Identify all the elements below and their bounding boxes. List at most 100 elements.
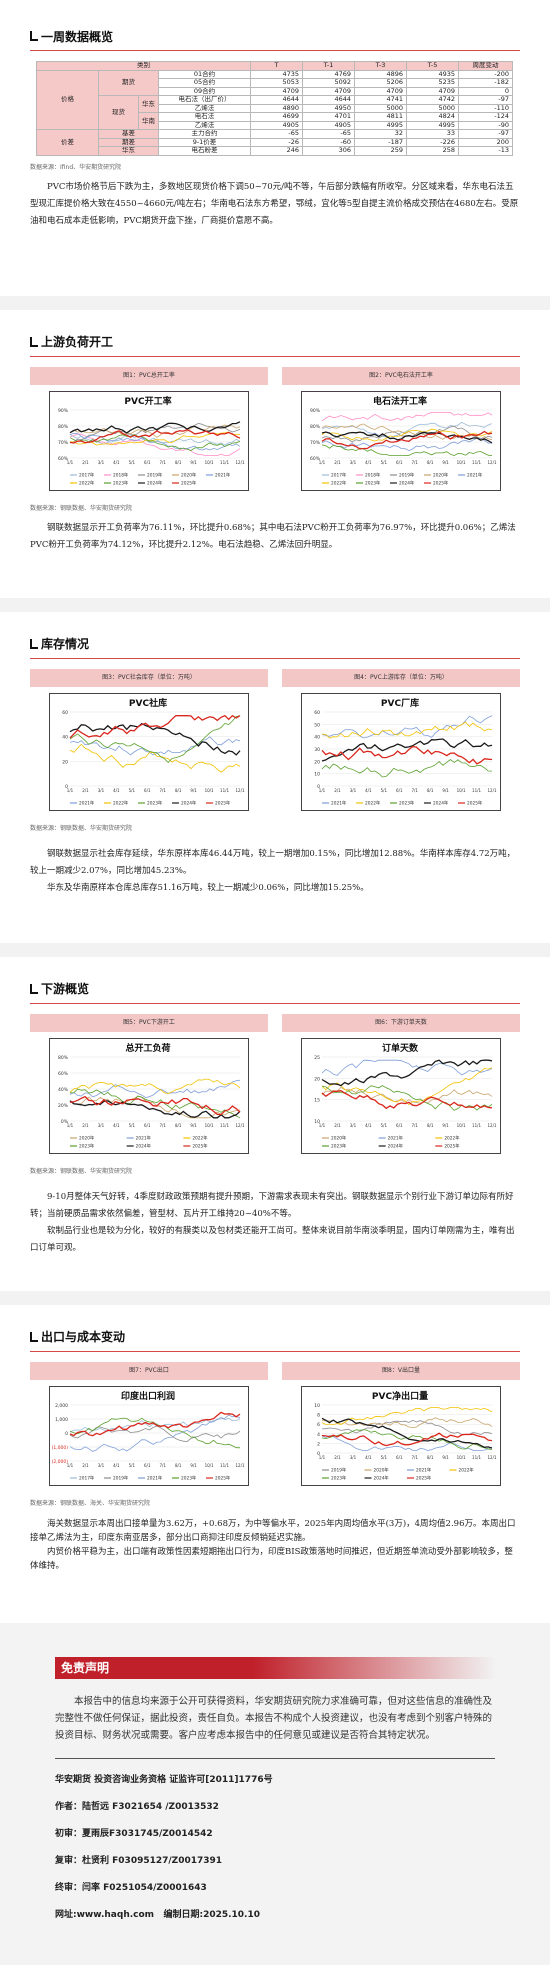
table-row: 华南 电石法 4699 4701 4811 4824 -124 <box>37 112 513 130</box>
x-tick-label: 7/1 <box>160 1463 167 1468</box>
x-tick-label: 12/1 <box>236 1463 245 1468</box>
x-tick-label: 1/1 <box>319 460 326 465</box>
legend-label: 2021年 <box>416 1466 432 1473</box>
x-tick-label: 6/1 <box>396 1455 403 1460</box>
x-tick-label: 9/1 <box>190 788 197 793</box>
col-header: T <box>250 61 303 71</box>
y-tick-label: 6 <box>317 1422 320 1428</box>
y-tick-label: 10 <box>314 771 320 777</box>
y-tick-label: 90% <box>58 408 69 414</box>
col-header: 周度变动 <box>458 61 513 71</box>
series-line-2021 <box>321 1059 493 1076</box>
section-title: 库存情况 <box>30 634 520 654</box>
y-tick-label: 20 <box>314 1076 320 1082</box>
x-tick-label: 9/1 <box>442 460 449 465</box>
legend-label: 2024年 <box>374 1474 390 1481</box>
x-tick-label: 10/1 <box>205 788 214 793</box>
y-tick-label: 50 <box>314 722 320 728</box>
legend-label: 2025年 <box>433 479 449 486</box>
y-tick-label: 0 <box>317 1451 320 1457</box>
x-tick-label: 12/1 <box>236 788 245 793</box>
chart-svg: 总开工负荷 80% 60% 40% 20% 0%1/1 2/1 3/1 4/1 5/1 6/1 7/1… <box>58 1042 245 1150</box>
series-line-2025 <box>321 1431 493 1446</box>
series-line-2023 <box>69 433 241 451</box>
x-tick-label: 3/1 <box>350 460 357 465</box>
series-line-2022 <box>321 720 493 739</box>
figure-factory-inventory: 图4：PVC上游库存（单位：万吨） PVC厂库 60 50 40 30 20 10 0 1/1 2… <box>282 668 520 817</box>
site-link[interactable]: www.haqh.com <box>76 1909 155 1920</box>
legend-label: 2021年 <box>136 1134 152 1141</box>
x-tick-label: 4/1 <box>113 1123 120 1128</box>
legend-label: 2020年 <box>374 1466 390 1473</box>
x-tick-label: 9/1 <box>190 1123 197 1128</box>
chart-title: 印度出口利润 <box>121 1390 175 1402</box>
series-line-2018 <box>321 411 493 421</box>
x-tick-label: 4/1 <box>113 1463 120 1468</box>
paragraph: 9-10月整体天气好转，4季度财政政策预期有提升预期，下游需求表现未有突出。钢联… <box>30 1191 514 1219</box>
paragraph: 钢联数据显示社会库存延续，华东原样本库46.44万吨，较上一期增加0.15%，同… <box>30 848 516 876</box>
x-tick-label: 2/1 <box>82 788 89 793</box>
chart-svg: PVC厂库 60 50 40 30 20 10 01/1 2/1 3/1 4/1 5/1 6/1 7/1 8… <box>314 697 497 807</box>
source-note: 数据来源：钢联数据、华安期货研究院 <box>30 1167 133 1175</box>
x-tick-label: 1/1 <box>319 1123 326 1128</box>
x-tick-label: 6/1 <box>144 788 151 793</box>
y-tick-label: 40% <box>58 1087 69 1093</box>
x-tick-label: 2/1 <box>82 1463 89 1468</box>
x-tick-label: 1/1 <box>67 1123 74 1128</box>
x-tick-label: 5/1 <box>381 460 388 465</box>
paragraph: 海关数据显示本周出口接单量为3.62万，+0.68万，为中等偏水平，2025年内… <box>30 1518 516 1543</box>
x-tick-label: 1/1 <box>67 460 74 465</box>
series-line-2020 <box>322 1416 493 1428</box>
x-tick-label: 11/1 <box>220 788 229 793</box>
x-tick-label: 8/1 <box>427 788 434 793</box>
y-tick-label: 60% <box>310 456 321 462</box>
legend-label: 2021年 <box>388 1134 404 1141</box>
x-tick-label: 3/1 <box>350 788 357 793</box>
legend-label: 2019年 <box>399 471 415 478</box>
legend-label: 2025年 <box>215 799 231 806</box>
col-header: T-5 <box>406 61 459 71</box>
legend-label: 2019年 <box>331 1466 347 1473</box>
legend-label: 2023年 <box>79 1142 95 1149</box>
y-tick-label: 1,000 <box>55 1417 68 1423</box>
legend-label: 2025年 <box>192 1142 208 1149</box>
paragraph: 内贸价格平稳为主，出口端有政策性因素短期拖出口行为，印度BIS政策落地时间推迟，… <box>30 1546 513 1571</box>
y-tick-label: 2 <box>317 1441 320 1447</box>
x-tick-label: 2/1 <box>334 1455 341 1460</box>
series-line-2021 <box>69 1079 241 1098</box>
legend-label: 2025年 <box>181 479 197 486</box>
section-export-cost: 出口与成本变动 图7：PVC出口 印度出口利润 2,000 1,000 0 (1,000… <box>0 1304 550 1623</box>
legend-label: 2024年 <box>399 479 415 486</box>
y-tick-label: 20 <box>62 759 68 765</box>
series-line-2023 <box>69 714 241 763</box>
x-tick-label: 10/1 <box>205 1123 214 1128</box>
x-tick-label: 11/1 <box>220 1123 229 1128</box>
y-tick-label: 70% <box>58 440 69 446</box>
section-title: 上游负荷开工 <box>30 332 520 352</box>
x-tick-label: 9/1 <box>442 1455 449 1460</box>
price-table: 类别 T T-1 T-3 T-5 周度变动 价格 期货 01合约 4735 476… <box>36 61 513 156</box>
x-tick-label: 4/1 <box>113 460 120 465</box>
series-line-2017 <box>321 421 493 439</box>
author-line: 作者：陆哲远 F3021654 /Z0013532 <box>55 1801 219 1812</box>
series-line-2020 <box>321 422 493 440</box>
figure-social-inventory: 图3：PVC社会库存（单位：万吨） PVC社库 60 40 20 0 1/1 2/1 3/1 4… <box>30 668 268 817</box>
series-line-2020 <box>69 424 241 438</box>
table-row: 华东 电石粉差 246 306 259 258 -13 <box>37 146 513 156</box>
x-tick-label: 7/1 <box>160 1123 167 1128</box>
series-line-2025 <box>321 745 493 765</box>
section-title: 出口与成本变动 <box>30 1327 520 1347</box>
x-tick-label: 7/1 <box>412 1455 419 1460</box>
legend-label: 2019年 <box>147 471 163 478</box>
x-tick-label: 2/1 <box>334 788 341 793</box>
legend-label: 2022年 <box>79 479 95 486</box>
legend-label: 2025年 <box>215 1474 231 1481</box>
paragraph: 钢联数据显示开工负荷率为76.11%，环比提升0.68%；其中电石法PVC粉开工… <box>30 522 516 550</box>
series-line-2023 <box>321 1428 493 1450</box>
legend-label: 2020年 <box>433 471 449 478</box>
x-tick-label: 7/1 <box>160 460 167 465</box>
figure-pvc-operating-rate: 图1：PVC总开工率 PVC开工率 90% 80% 70% 60% 1/1 2/1 3/1 4/… <box>30 366 268 497</box>
x-tick-label: 1/1 <box>319 788 326 793</box>
chart-title: PVC开工率 <box>124 395 171 407</box>
x-tick-label: 10/1 <box>205 460 214 465</box>
